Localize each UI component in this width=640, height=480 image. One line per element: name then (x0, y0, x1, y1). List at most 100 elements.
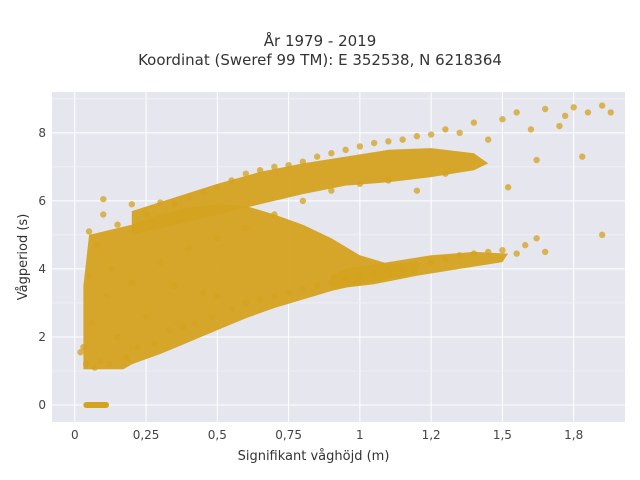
data-point (108, 265, 116, 273)
data-point (271, 211, 278, 218)
data-point (356, 272, 364, 279)
data-point (285, 161, 292, 169)
data-point (171, 201, 178, 208)
data-point (199, 289, 207, 296)
data-point (356, 143, 364, 150)
data-point (97, 357, 104, 364)
data-point (427, 258, 435, 266)
data-point (513, 109, 520, 116)
data-point (484, 136, 492, 143)
data-point (313, 153, 321, 160)
data-point (134, 343, 141, 351)
data-point (470, 250, 478, 257)
data-point (80, 343, 87, 351)
data-point (541, 105, 549, 113)
data-point (484, 248, 492, 256)
data-point (556, 122, 563, 130)
data-point (208, 313, 215, 320)
data-point (128, 201, 136, 208)
data-point (442, 255, 449, 262)
x-tick-label: 1 (356, 428, 364, 442)
data-point (165, 326, 173, 334)
y-tick-label: 0 (38, 398, 46, 412)
data-point (299, 286, 307, 293)
data-point (413, 133, 421, 140)
data-point (598, 102, 606, 109)
y-tick-label: 8 (38, 126, 46, 140)
data-point (385, 267, 392, 274)
data-point (228, 177, 235, 184)
data-point (228, 306, 235, 313)
data-point (242, 224, 250, 232)
data-point (456, 129, 463, 137)
data-point (94, 241, 101, 249)
data-point (142, 313, 150, 320)
data-point (370, 269, 378, 276)
data-point (299, 197, 307, 205)
data-point (385, 177, 392, 184)
data-point (427, 131, 435, 138)
data-point (356, 180, 364, 188)
data-point (499, 116, 506, 123)
data-point (199, 189, 207, 196)
data-point (214, 292, 221, 300)
data-point (85, 228, 93, 235)
data-point (171, 282, 178, 290)
chart-title-line-2: Koordinat (Sweref 99 TM): E 352538, N 62… (138, 51, 502, 69)
data-point (570, 104, 577, 111)
x-axis-label: Signifikant våghöjd (m) (238, 449, 390, 464)
data-point (522, 241, 529, 249)
data-point (527, 126, 535, 133)
data-point (579, 153, 586, 160)
data-point (598, 231, 606, 239)
data-point (456, 252, 463, 259)
data-point (142, 211, 150, 218)
data-point (370, 139, 378, 147)
data-band-zero (83, 401, 110, 408)
data-point (504, 184, 512, 191)
data-point (271, 163, 278, 171)
data-point (191, 320, 198, 327)
x-tick-label: 0,25 (133, 428, 160, 442)
data-point (442, 126, 449, 133)
data-point (100, 211, 107, 218)
data-point (299, 158, 307, 165)
data-point (179, 323, 187, 330)
data-point (399, 265, 406, 273)
data-point (114, 221, 121, 228)
data-point (561, 112, 569, 120)
data-point (214, 235, 221, 242)
data-point (114, 333, 121, 341)
data-point (342, 146, 349, 154)
x-tick-label: 0 (71, 428, 79, 442)
data-point (584, 109, 592, 116)
data-point (157, 258, 164, 266)
data-point (285, 289, 292, 296)
data-point (271, 292, 278, 300)
data-point (83, 360, 90, 368)
data-point (91, 364, 98, 371)
data-point (541, 248, 549, 256)
data-point (399, 136, 406, 143)
data-point (185, 194, 193, 201)
data-point (533, 235, 540, 242)
chart-title-line-1: År 1979 - 2019 (263, 32, 377, 50)
data-point (256, 167, 264, 174)
data-point (122, 354, 130, 361)
data-band-upper (131, 148, 489, 235)
data-point (77, 349, 84, 356)
y-tick-label: 6 (38, 194, 46, 208)
x-tick-label: 0,5 (208, 428, 227, 442)
y-axis-label: Vågperiod (s) (16, 214, 31, 301)
data-point (128, 279, 136, 286)
data-point (533, 156, 540, 164)
x-tick-label: 0,75 (275, 428, 302, 442)
data-point (185, 245, 193, 252)
data-point (242, 299, 250, 307)
data-point (214, 184, 221, 191)
data-point (85, 272, 93, 279)
x-tick-label: 1,2 (422, 428, 441, 442)
x-tick-label: 1,8 (564, 428, 583, 442)
